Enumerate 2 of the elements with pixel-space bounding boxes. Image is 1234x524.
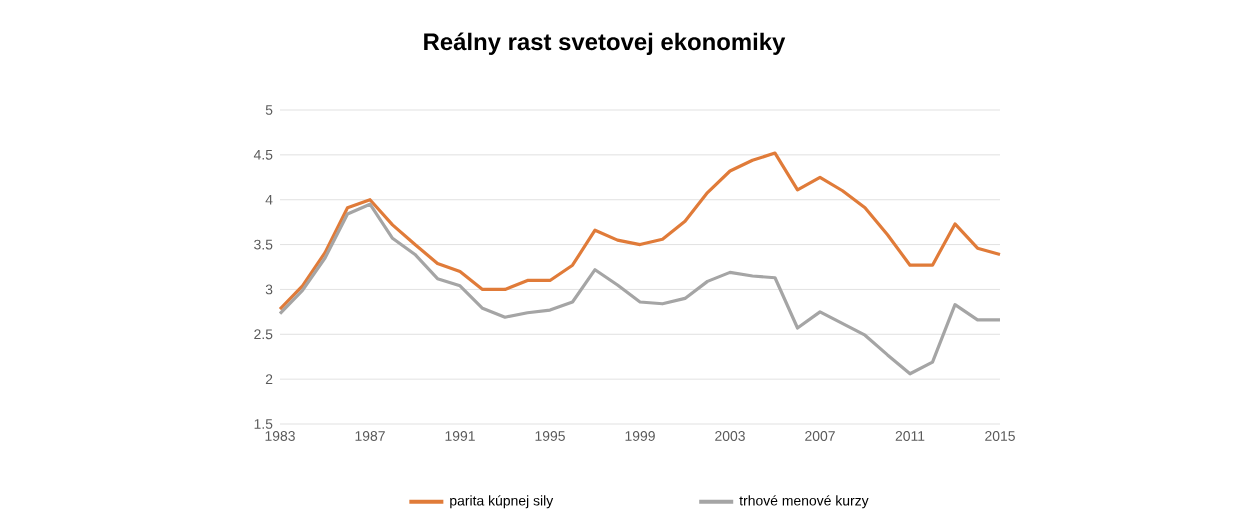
chart-title: Reálny rast svetovej ekonomiky <box>424 32 786 56</box>
line-series <box>278 151 1002 311</box>
